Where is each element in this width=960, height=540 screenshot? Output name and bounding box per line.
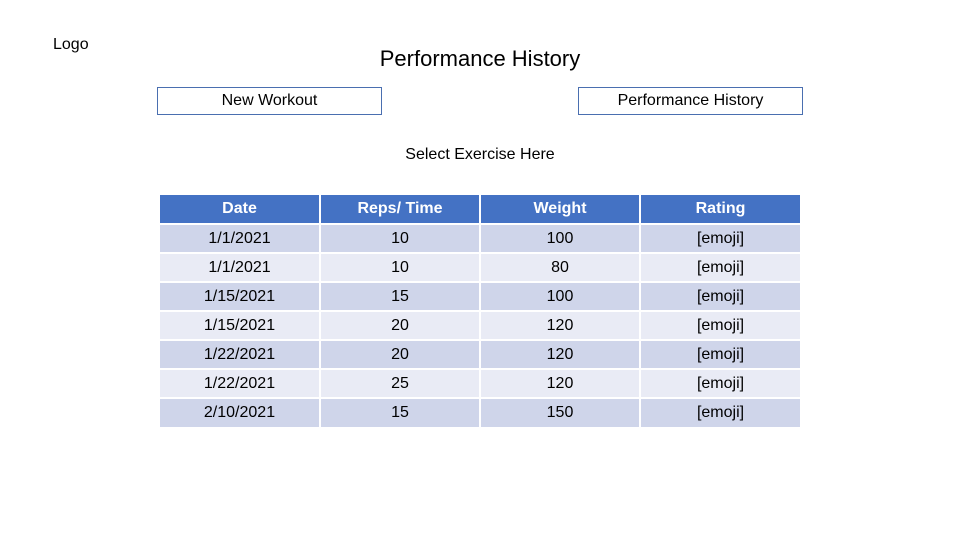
performance-history-button[interactable]: Performance History [578,87,803,115]
cell-rating: [emoji] [639,223,800,253]
table-row: 1/22/2021 25 120 [emoji] [160,368,800,398]
select-exercise-selector[interactable]: Select Exercise Here [405,146,555,163]
cell-reps-time: 15 [319,397,481,427]
cell-reps-time: 10 [319,252,481,282]
cell-weight: 100 [479,281,641,311]
performance-history-table: Date Reps/ Time Weight Rating 1/1/2021 1… [160,195,800,427]
cell-rating: [emoji] [639,310,800,340]
cell-reps-time: 20 [319,310,481,340]
new-workout-button[interactable]: New Workout [157,87,382,115]
cell-weight: 100 [479,223,641,253]
cell-weight: 80 [479,252,641,282]
cell-rating: [emoji] [639,339,800,369]
header-weight: Weight [479,195,641,224]
header-rating: Rating [639,195,800,224]
table-row: 1/1/2021 10 80 [emoji] [160,252,800,282]
cell-weight: 120 [479,339,641,369]
cell-rating: [emoji] [639,368,800,398]
cell-date: 2/10/2021 [160,397,321,427]
table-row: 1/1/2021 10 100 [emoji] [160,223,800,253]
cell-reps-time: 25 [319,368,481,398]
cell-date: 1/1/2021 [160,252,321,282]
cell-date: 1/1/2021 [160,223,321,253]
cell-rating: [emoji] [639,281,800,311]
cell-rating: [emoji] [639,397,800,427]
header-date: Date [160,195,321,224]
cell-date: 1/22/2021 [160,339,321,369]
cell-reps-time: 20 [319,339,481,369]
cell-date: 1/22/2021 [160,368,321,398]
cell-date: 1/15/2021 [160,310,321,340]
cell-weight: 120 [479,310,641,340]
cell-weight: 150 [479,397,641,427]
header-reps-time: Reps/ Time [319,195,481,224]
cell-rating: [emoji] [639,252,800,282]
cell-reps-time: 10 [319,223,481,253]
cell-reps-time: 15 [319,281,481,311]
logo: Logo [53,36,89,53]
table-header-row: Date Reps/ Time Weight Rating [160,195,800,224]
cell-date: 1/15/2021 [160,281,321,311]
table-row: 2/10/2021 15 150 [emoji] [160,397,800,427]
cell-weight: 120 [479,368,641,398]
table-row: 1/15/2021 15 100 [emoji] [160,281,800,311]
page-title: Performance History [379,46,581,71]
table-row: 1/22/2021 20 120 [emoji] [160,339,800,369]
table-row: 1/15/2021 20 120 [emoji] [160,310,800,340]
